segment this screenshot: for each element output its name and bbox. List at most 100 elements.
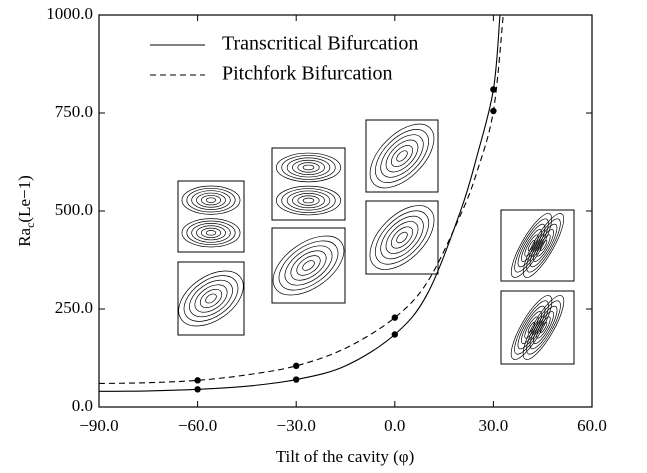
streamline bbox=[536, 316, 551, 339]
y-axis-label: Rac(Le−1) bbox=[15, 175, 37, 247]
streamline bbox=[526, 218, 561, 273]
streamline bbox=[281, 155, 336, 180]
x-tick-label: 0.0 bbox=[384, 416, 405, 435]
streamline bbox=[191, 223, 231, 243]
streamline bbox=[205, 230, 217, 236]
streamline bbox=[189, 279, 233, 318]
streamline bbox=[178, 270, 244, 327]
streamline bbox=[375, 129, 429, 183]
streamline bbox=[391, 145, 413, 167]
streamline bbox=[286, 190, 331, 211]
streamline bbox=[514, 300, 549, 355]
streamline bbox=[276, 152, 341, 183]
inset-frame bbox=[365, 200, 439, 275]
streamline bbox=[517, 223, 546, 268]
streamline bbox=[292, 193, 325, 209]
data-point bbox=[391, 314, 398, 321]
streamline bbox=[521, 311, 542, 344]
x-tick-label: −30.0 bbox=[277, 416, 316, 435]
streamline bbox=[297, 195, 320, 206]
data-point bbox=[490, 86, 497, 93]
streamline bbox=[522, 213, 565, 278]
streamline bbox=[286, 157, 331, 178]
streamline bbox=[369, 123, 435, 189]
streamline bbox=[292, 159, 325, 175]
streamline bbox=[284, 245, 333, 286]
streamline bbox=[302, 260, 315, 271]
streamline bbox=[191, 190, 231, 210]
streamline bbox=[380, 134, 424, 178]
streamline bbox=[205, 197, 217, 203]
y-label-rest: (Le−1) bbox=[15, 175, 34, 222]
streamline bbox=[194, 284, 228, 313]
streamline bbox=[536, 234, 551, 257]
data-point bbox=[194, 377, 201, 384]
streamline bbox=[199, 288, 223, 309]
x-tick-label: 60.0 bbox=[577, 416, 607, 435]
streamline bbox=[196, 225, 226, 241]
streamline bbox=[297, 162, 320, 173]
streamline bbox=[385, 139, 419, 173]
y-tick-label: 0.0 bbox=[72, 396, 93, 415]
streamline bbox=[514, 218, 549, 273]
streamline bbox=[533, 229, 554, 262]
inset-frame bbox=[271, 227, 346, 304]
streamline bbox=[369, 205, 435, 270]
streamline bbox=[296, 255, 321, 276]
x-axis-label: Tilt of the cavity (φ) bbox=[276, 447, 415, 466]
inset-frame bbox=[177, 261, 245, 336]
streamline bbox=[183, 275, 239, 322]
streamline bbox=[200, 227, 222, 238]
streamline bbox=[521, 229, 542, 262]
x-tick-label: −60.0 bbox=[178, 416, 217, 435]
y-tick-label: 500.0 bbox=[55, 200, 93, 219]
streamline bbox=[529, 305, 558, 350]
y-tick-label: 1000.0 bbox=[46, 4, 93, 23]
streamline bbox=[390, 226, 414, 249]
x-tick-label: −90.0 bbox=[79, 416, 118, 435]
streamline bbox=[396, 231, 408, 244]
streamline bbox=[380, 215, 424, 260]
inset-frame bbox=[365, 119, 439, 193]
streamline bbox=[181, 185, 241, 215]
streamline bbox=[276, 185, 341, 216]
streamline bbox=[290, 250, 327, 281]
data-point bbox=[490, 107, 497, 115]
streamline bbox=[396, 150, 408, 162]
streamline bbox=[527, 239, 536, 252]
streamline bbox=[186, 220, 236, 246]
streamline bbox=[281, 188, 336, 213]
streamline bbox=[186, 187, 236, 213]
y-label-main: Ra bbox=[15, 227, 34, 246]
streamline bbox=[278, 240, 339, 291]
streamline bbox=[522, 295, 565, 360]
data-point bbox=[293, 362, 300, 370]
y-tick-label: 250.0 bbox=[55, 298, 93, 317]
legend-label: Transcritical Bifurcation bbox=[222, 33, 418, 55]
y-tick-label: 750.0 bbox=[55, 102, 93, 121]
streamline bbox=[272, 235, 345, 296]
streamline bbox=[533, 311, 554, 344]
x-tick-label: 30.0 bbox=[479, 416, 509, 435]
streamline bbox=[517, 305, 546, 350]
data-point bbox=[391, 331, 398, 338]
streamline bbox=[529, 223, 558, 268]
streamline bbox=[205, 293, 217, 304]
streamline bbox=[200, 195, 222, 206]
streamline bbox=[374, 210, 430, 265]
y-label-sub: c bbox=[23, 223, 37, 228]
streamline bbox=[302, 164, 315, 171]
legend-label: Pitchfork Bifurcation bbox=[222, 63, 393, 85]
streamline bbox=[181, 218, 241, 248]
streamline bbox=[385, 221, 419, 254]
streamline bbox=[526, 300, 561, 355]
streamline bbox=[539, 239, 548, 252]
curve bbox=[99, 15, 504, 385]
data-point bbox=[293, 376, 300, 383]
data-point bbox=[194, 386, 201, 393]
streamline bbox=[539, 321, 548, 334]
streamline bbox=[524, 234, 539, 257]
streamline bbox=[302, 197, 315, 204]
flow-insets bbox=[177, 119, 575, 365]
